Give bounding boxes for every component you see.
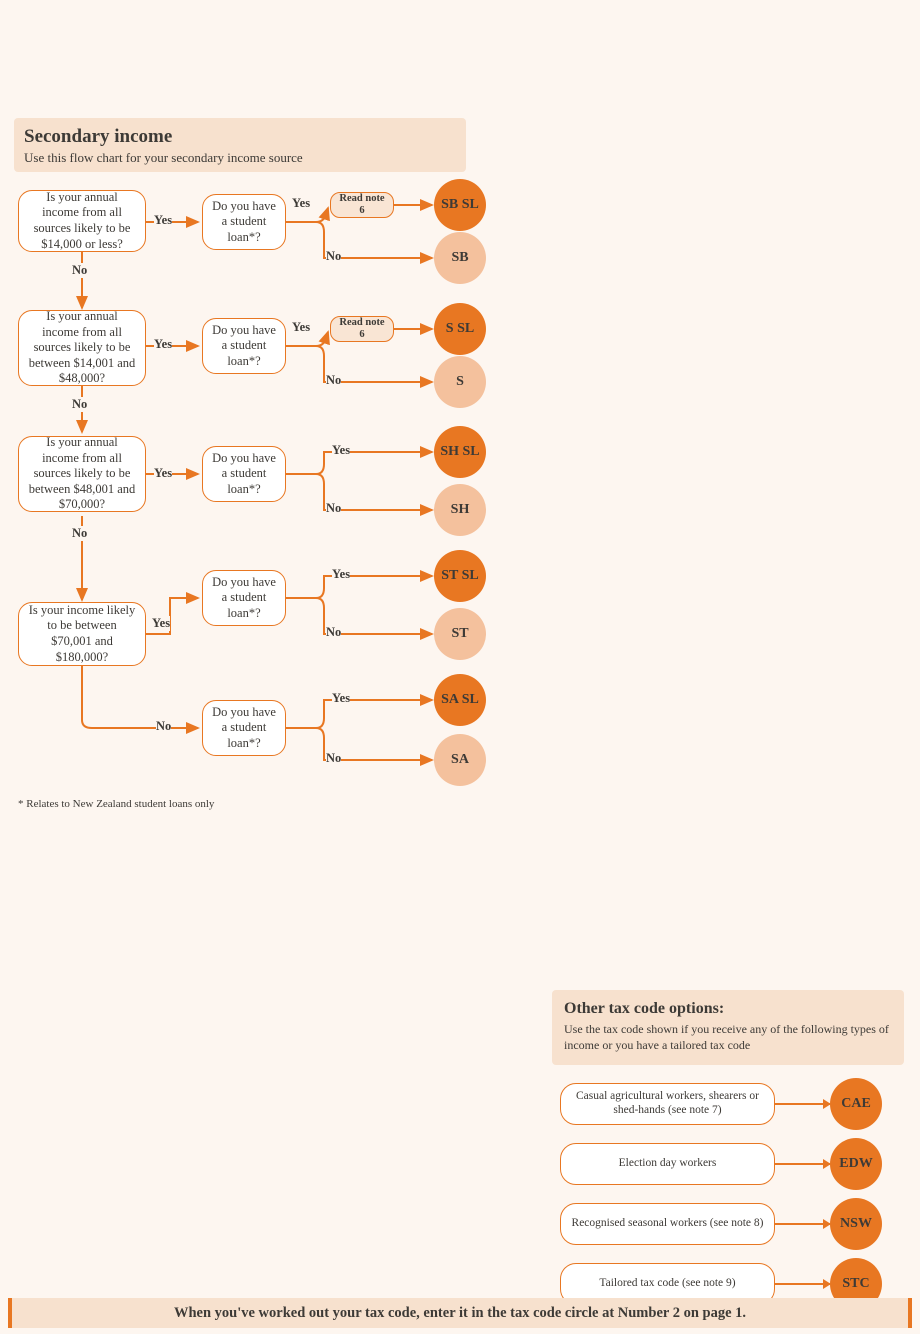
question-node-3: Is your annual income from all sources l… <box>18 436 146 512</box>
edge-no: No <box>72 526 87 541</box>
result-st: ST <box>434 608 486 660</box>
result-s: S <box>434 356 486 408</box>
other-code-1: EDW <box>830 1138 882 1190</box>
student-loan-node-1: Do you have a student loan*? <box>202 194 286 250</box>
connector-line <box>775 1163 830 1165</box>
other-subtitle: Use the tax code shown if you receive an… <box>564 1022 892 1053</box>
connector-line <box>775 1283 830 1285</box>
edge-no: No <box>72 397 87 412</box>
question-node-2: Is your annual income from all sources l… <box>18 310 146 386</box>
result-sh: SH <box>434 484 486 536</box>
edge-no: No <box>326 373 341 388</box>
other-row-2: Recognised seasonal workers (see note 8)… <box>560 1198 882 1250</box>
edge-no: No <box>326 625 341 640</box>
other-code-0: CAE <box>830 1078 882 1130</box>
note-pill-2: Read note 6 <box>330 316 394 342</box>
edge-yes: Yes <box>332 567 350 582</box>
footnote: * Relates to New Zealand student loans o… <box>18 798 214 810</box>
edge-yes: Yes <box>154 466 172 481</box>
result-shsl: SH SL <box>434 426 486 478</box>
section-header: Secondary income Use this flow chart for… <box>14 118 466 172</box>
edge-no: No <box>326 501 341 516</box>
student-loan-node-3: Do you have a student loan*? <box>202 446 286 502</box>
edge-yes: Yes <box>152 616 170 631</box>
other-row-1: Election day workers EDW <box>560 1138 882 1190</box>
result-stsl: ST SL <box>434 550 486 602</box>
edge-no: No <box>156 719 171 734</box>
edge-no: No <box>326 249 341 264</box>
connector-line <box>775 1223 830 1225</box>
student-loan-node-2: Do you have a student loan*? <box>202 318 286 374</box>
edge-yes: Yes <box>154 337 172 352</box>
note-pill-1: Read note 6 <box>330 192 394 218</box>
edge-yes: Yes <box>292 196 310 211</box>
question-node-4: Is your income likely to be between $70,… <box>18 602 146 666</box>
result-sa: SA <box>434 734 486 786</box>
question-node-1: Is your annual income from all sources l… <box>18 190 146 252</box>
edge-no: No <box>72 263 87 278</box>
other-code-2: NSW <box>830 1198 882 1250</box>
other-options-header: Other tax code options: Use the tax code… <box>552 990 904 1065</box>
result-ssl: S SL <box>434 303 486 355</box>
connector-line <box>775 1103 830 1105</box>
section-title: Secondary income <box>24 126 456 148</box>
bottom-instruction: When you've worked out your tax code, en… <box>8 1298 912 1328</box>
edge-yes: Yes <box>332 443 350 458</box>
student-loan-node-4: Do you have a student loan*? <box>202 570 286 626</box>
result-sb: SB <box>434 232 486 284</box>
other-label-1: Election day workers <box>560 1143 775 1185</box>
result-sasl: SA SL <box>434 674 486 726</box>
page-container: Secondary income Use this flow chart for… <box>0 0 920 1334</box>
edge-yes: Yes <box>292 320 310 335</box>
result-sbsl: SB SL <box>434 179 486 231</box>
other-row-0: Casual agricultural workers, shearers or… <box>560 1078 882 1130</box>
section-subtitle: Use this flow chart for your secondary i… <box>24 150 456 166</box>
edge-yes: Yes <box>154 213 172 228</box>
other-label-2: Recognised seasonal workers (see note 8) <box>560 1203 775 1245</box>
edge-no: No <box>326 751 341 766</box>
other-label-0: Casual agricultural workers, shearers or… <box>560 1083 775 1125</box>
student-loan-node-5: Do you have a student loan*? <box>202 700 286 756</box>
edge-yes: Yes <box>332 691 350 706</box>
other-title: Other tax code options: <box>564 1000 892 1018</box>
